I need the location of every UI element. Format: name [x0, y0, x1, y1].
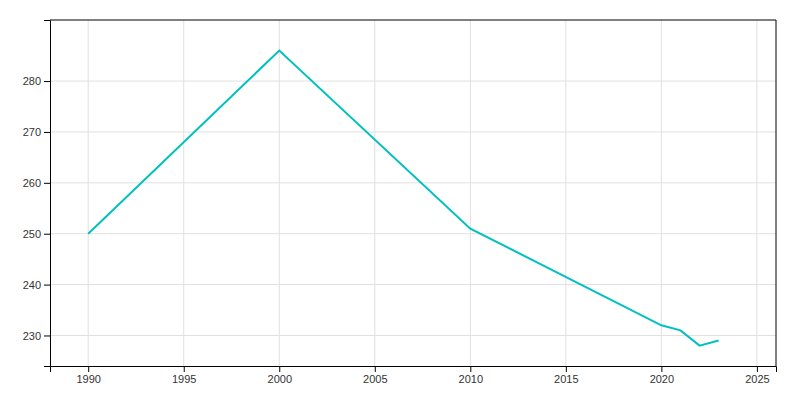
chart-svg: 1990 1995 2000 2005 2010 2015 2020 2025 230 240 25…	[0, 0, 800, 400]
y-tick-label: 260	[23, 177, 41, 189]
y-tick-mark	[44, 132, 50, 133]
grid	[50, 20, 776, 366]
y-tick-label: 230	[23, 329, 41, 341]
x-tick-mark	[757, 366, 758, 372]
x-tick-label: 2020	[650, 373, 674, 385]
marks	[88, 51, 718, 346]
x-tick-label: 2000	[268, 373, 292, 385]
frame-top	[50, 20, 776, 21]
x-grid-line	[756, 20, 757, 366]
y-tick-label: 240	[23, 279, 41, 291]
y-tick-label: 280	[23, 75, 41, 87]
x-tick: 2025	[745, 366, 769, 385]
x-tick-mark	[566, 366, 567, 372]
x-tick: 1995	[172, 366, 196, 385]
y-tick-mark	[44, 335, 50, 336]
y-tick: 270	[23, 126, 50, 138]
x-tick-mark	[184, 366, 185, 372]
y-grid-line	[50, 182, 776, 183]
x-tick-mark	[470, 366, 471, 372]
y-grid-line	[50, 284, 776, 285]
y-tick: 280	[23, 75, 50, 87]
chart-container: 1990 1995 2000 2005 2010 2015 2020 2025 230 240 25…	[0, 0, 800, 400]
x-tick: 2015	[554, 366, 578, 385]
x-grid-line	[565, 20, 566, 366]
y-tick-mark	[44, 234, 50, 235]
x-grid-line	[183, 20, 184, 366]
y-grid-line	[50, 131, 776, 132]
x-tick-mark	[279, 366, 280, 372]
x-tick-mark	[375, 366, 376, 372]
x-axis: 1990 1995 2000 2005 2010 2015 2020 2025	[51, 366, 777, 385]
plot: 1990 1995 2000 2005 2010 2015 2020 2025 230 240 25…	[23, 20, 777, 385]
y-tick: 240	[23, 279, 50, 291]
y-tick-label: 270	[23, 126, 41, 138]
frame-right	[776, 20, 777, 366]
x-tick-label: 2015	[554, 373, 578, 385]
y-grid-line	[50, 81, 776, 82]
x-axis-line	[51, 367, 777, 373]
x-tick-label: 1995	[172, 373, 196, 385]
y-tick-label: 250	[23, 228, 41, 240]
x-tick: 2005	[363, 366, 387, 385]
y-grid-line	[50, 335, 776, 336]
x-grid-line	[279, 20, 280, 366]
data-line	[88, 51, 718, 346]
x-tick: 1990	[76, 366, 100, 385]
x-grid-line	[470, 20, 471, 366]
y-tick: 260	[23, 177, 50, 189]
x-tick-mark	[88, 366, 89, 372]
x-tick: 2020	[650, 366, 674, 385]
y-grid-line	[50, 233, 776, 234]
x-grid-line	[374, 20, 375, 366]
page: {"chart_data": {"type": "line", "x": [19…	[0, 0, 800, 400]
x-tick-label: 2010	[459, 373, 483, 385]
x-tick-label: 1990	[76, 373, 100, 385]
y-tick-mark	[44, 81, 50, 82]
x-tick: 2010	[459, 366, 483, 385]
x-tick-label: 2005	[363, 373, 387, 385]
x-tick: 2000	[268, 366, 292, 385]
y-axis: 230 240 250 260 270 280	[23, 21, 51, 367]
y-tick-mark	[44, 285, 50, 286]
y-tick: 230	[23, 329, 50, 341]
x-grid-line	[661, 20, 662, 366]
x-tick-label: 2025	[745, 373, 769, 385]
y-axis-line	[44, 21, 51, 367]
y-tick: 250	[23, 228, 50, 240]
x-grid-line	[88, 20, 89, 366]
x-tick-mark	[661, 366, 662, 372]
y-tick-mark	[44, 183, 50, 184]
